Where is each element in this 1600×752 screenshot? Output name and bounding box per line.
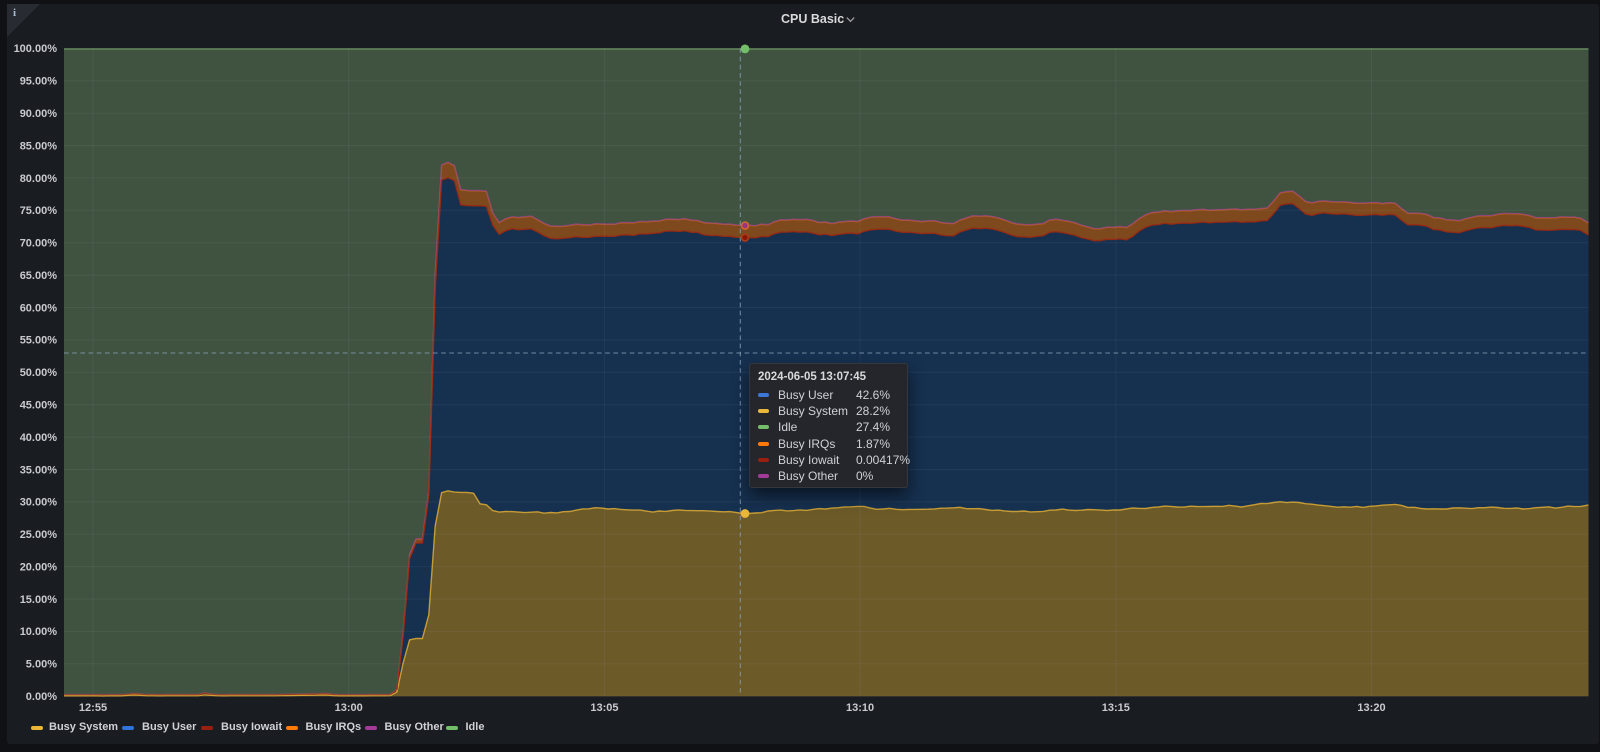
svg-text:70.00%: 70.00% (20, 238, 58, 250)
svg-text:40.00%: 40.00% (20, 432, 58, 444)
svg-text:95.00%: 95.00% (20, 76, 58, 88)
svg-text:13:00: 13:00 (335, 702, 363, 714)
svg-text:30.00%: 30.00% (20, 497, 58, 509)
svg-text:10.00%: 10.00% (20, 626, 58, 638)
svg-text:45.00%: 45.00% (20, 400, 58, 412)
svg-text:13:15: 13:15 (1102, 702, 1130, 714)
svg-text:13:10: 13:10 (846, 702, 874, 714)
svg-text:35.00%: 35.00% (20, 464, 58, 476)
svg-text:13:20: 13:20 (1357, 702, 1385, 714)
svg-text:0.00%: 0.00% (26, 691, 57, 703)
svg-text:12:55: 12:55 (79, 702, 107, 714)
svg-text:50.00%: 50.00% (20, 367, 58, 379)
svg-text:25.00%: 25.00% (20, 529, 58, 541)
svg-text:75.00%: 75.00% (20, 205, 58, 217)
svg-text:65.00%: 65.00% (20, 270, 58, 282)
svg-text:90.00%: 90.00% (20, 108, 58, 120)
svg-text:15.00%: 15.00% (20, 594, 58, 606)
svg-text:80.00%: 80.00% (20, 173, 58, 185)
svg-text:55.00%: 55.00% (20, 335, 58, 347)
svg-text:60.00%: 60.00% (20, 302, 58, 314)
svg-text:100.00%: 100.00% (14, 43, 58, 55)
svg-text:85.00%: 85.00% (20, 140, 58, 152)
svg-text:13:05: 13:05 (590, 702, 618, 714)
svg-text:20.00%: 20.00% (20, 561, 58, 573)
svg-text:5.00%: 5.00% (26, 659, 57, 671)
